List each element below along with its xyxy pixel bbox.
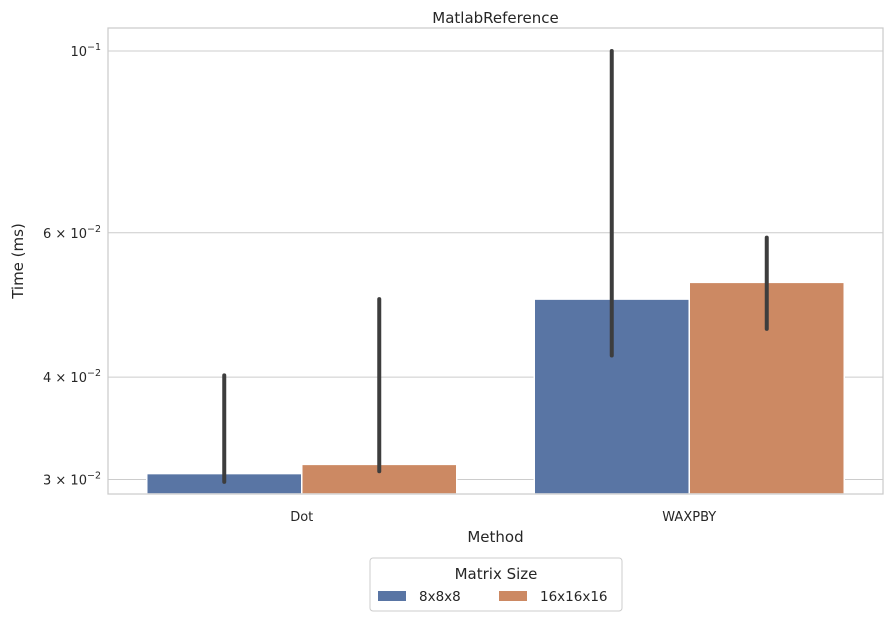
x-tick-label: Dot <box>290 510 313 525</box>
x-axis-label: Method <box>467 528 523 546</box>
legend-swatch <box>378 591 406 601</box>
legend-title: Matrix Size <box>455 565 538 583</box>
x-tick-label: WAXPBY <box>662 510 716 525</box>
y-tick-label: 6 × 10−2 <box>43 224 101 242</box>
y-tick-label: 4 × 10−2 <box>43 368 101 386</box>
y-axis-label: Time (ms) <box>9 223 27 300</box>
error-bars-layer <box>222 49 769 484</box>
legend-label: 16x16x16 <box>540 589 608 605</box>
legend: Matrix Size 8x8x8 16x16x16 <box>369 557 623 612</box>
plot-frame <box>107 27 884 495</box>
legend-frame <box>369 557 623 612</box>
y-tick-label: 10−1 <box>70 42 101 60</box>
chart-title: MatlabReference <box>432 9 558 27</box>
y-tick-labels: 3 × 10−2 4 × 10−2 6 × 10−2 10−1 <box>43 42 101 488</box>
bars-layer <box>146 281 845 495</box>
x-tick-labels: Dot WAXPBY <box>290 510 716 525</box>
legend-items: 8x8x8 16x16x16 <box>378 589 608 605</box>
legend-swatch <box>499 591 527 601</box>
legend-label: 8x8x8 <box>419 589 461 605</box>
y-tick-label: 3 × 10−2 <box>43 470 101 488</box>
